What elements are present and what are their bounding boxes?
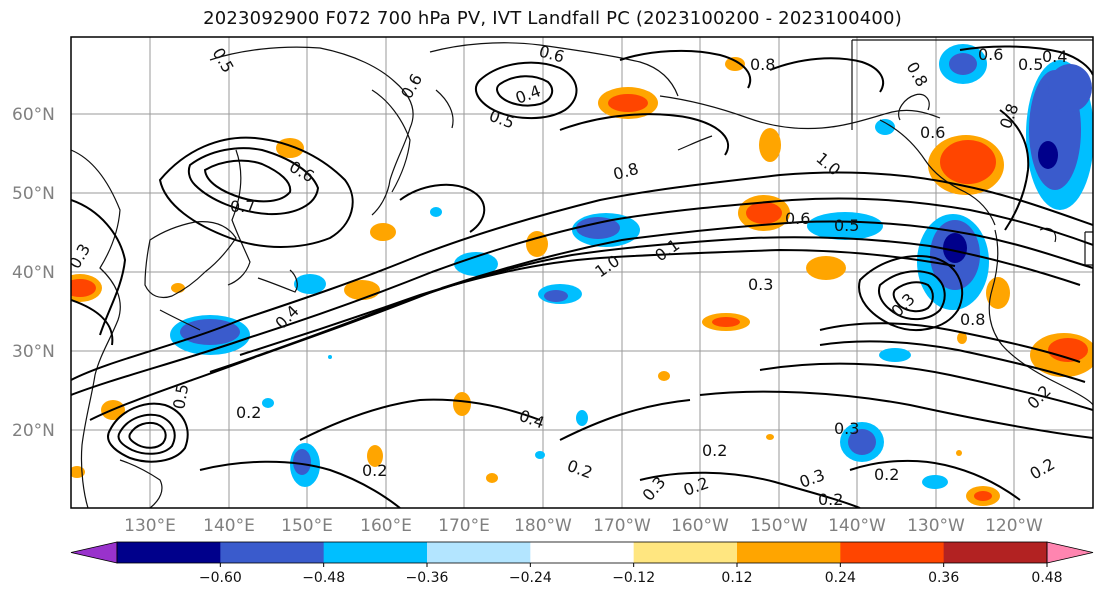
colorbar-tick-label: 0.24 [825,570,856,586]
colorbar-segment [323,542,428,563]
colorbar-segment [633,542,738,563]
longitude-label: 160°E [360,516,412,536]
colorbar-segment [737,542,841,563]
colorbar-segment [943,542,1048,563]
contour-label: 0.5 [169,382,192,410]
colorbar-segment [117,542,221,563]
colorbar-segment [530,542,635,563]
longitude-label: 140°W [828,516,886,536]
colorbar-segment [427,542,531,563]
ivt-positive-fills [71,57,1093,506]
latitude-label-20n: 20°N [12,421,55,441]
contour-label: 0.6 [978,45,1003,64]
longitude-label: 150°W [750,516,808,536]
colorbar-segment [220,542,325,563]
longitude-label: 130°E [124,516,176,536]
map-frame [70,36,1094,509]
longitude-label: 150°E [281,516,333,536]
colorbar-tick-label: 0.48 [1031,570,1062,586]
contour-label: 0.8 [960,310,985,329]
colorbar-tick-label: −0.48 [302,570,345,586]
contour-label: 0.2 [362,461,387,480]
contour-label: 0.6 [920,123,945,142]
contour-label: 0.2 [818,490,843,509]
pv-contours [71,45,1093,508]
contour-label: 0.2 [702,441,727,460]
contour-label: 0.5 [834,216,859,235]
colorbar-ticks: −0.60 −0.48 −0.36 −0.24 −0.12 0.12 0.24 0.36 0.4… [199,563,1063,586]
contour-label: 0.3 [834,419,859,438]
colorbar-tick-label: 0.36 [928,570,959,586]
colorbar-tick-label: 0.12 [721,570,752,586]
colorbar-segment [840,542,945,563]
longitude-label: 120°W [985,516,1043,536]
latitude-label-30n: 30°N [12,342,55,362]
latitude-label-50n: 50°N [12,184,55,204]
contour-label: 0.3 [748,275,773,294]
contour-label: 0.6 [785,209,810,228]
colorbar-tick-label: −0.12 [612,570,655,586]
latitude-label-60n: 60°N [12,105,55,125]
colorbar-outline [116,541,1048,564]
colorbar-tick-label: −0.36 [406,570,449,586]
latitude-labels: 60°N 50°N 40°N 30°N 20°N [12,105,55,441]
longitude-label: 170°E [438,516,490,536]
longitude-label: 140°E [203,516,255,536]
contour-label: 0.2 [236,403,261,422]
colorbar [70,541,1094,564]
latitude-label-40n: 40°N [12,263,55,283]
contour-label: 0.8 [750,55,775,74]
ivt-negative-fills [170,44,1093,489]
colorbar-extend-high [1046,541,1094,564]
graticule [71,37,1093,508]
contour-label: 0.7 [230,197,255,216]
colorbar-tick-label: −0.24 [509,570,552,586]
longitude-label: 160°W [671,516,729,536]
longitude-label: 170°W [593,516,651,536]
colorbar-tick-label: −0.60 [199,570,242,586]
contour-label: 0.4 [1042,47,1067,66]
longitude-label: 130°W [907,516,965,536]
contour-label: 0.2 [874,465,899,484]
map-title: 2023092900 F072 700 hPa PV, IVT Landfall… [203,8,902,29]
contour-label: 0.5 [1018,55,1043,74]
longitude-label: 180°W [514,516,572,536]
colorbar-extend-low [70,541,118,564]
longitude-labels: 130°E 140°E 150°E 160°E 170°E 180°W 170°… [124,516,1043,536]
